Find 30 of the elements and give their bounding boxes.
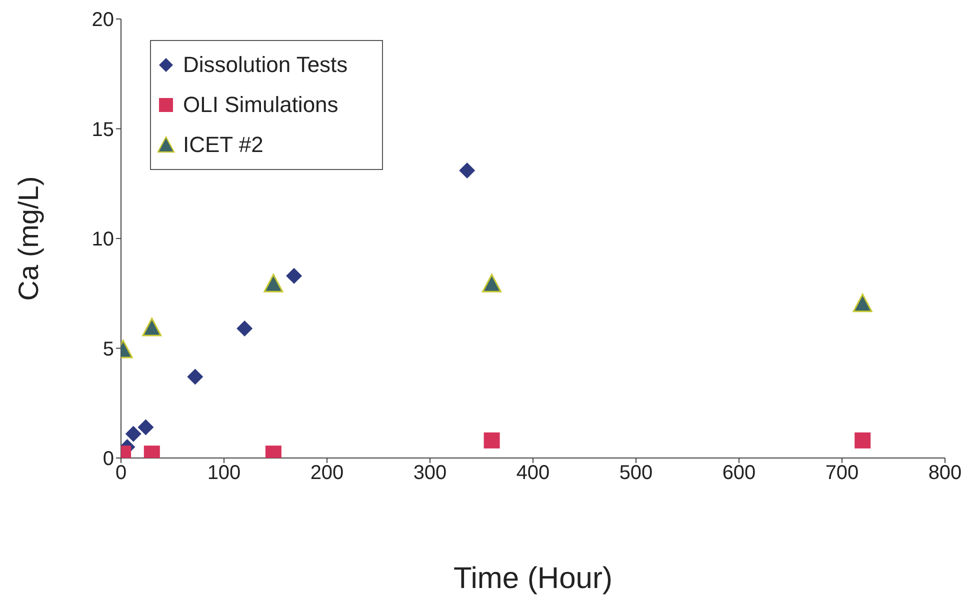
y-tick-label: 20 bbox=[92, 9, 114, 32]
legend-label: Dissolution Tests bbox=[183, 51, 348, 79]
point bbox=[125, 426, 142, 442]
point bbox=[138, 419, 154, 436]
point bbox=[484, 432, 500, 448]
y-tick-label: 5 bbox=[102, 338, 114, 360]
point bbox=[482, 274, 502, 292]
x-tick-label: 300 bbox=[413, 462, 447, 484]
point bbox=[142, 318, 162, 336]
point bbox=[852, 294, 872, 312]
point bbox=[286, 268, 302, 284]
point bbox=[187, 368, 204, 385]
x-tick-label: 500 bbox=[619, 462, 653, 484]
point bbox=[236, 320, 253, 336]
x-tick-label: 400 bbox=[516, 462, 550, 484]
point bbox=[264, 274, 284, 292]
x-tick-label: 800 bbox=[928, 462, 962, 484]
y-tick-label: 0 bbox=[102, 448, 114, 470]
y-tick-label: 10 bbox=[92, 228, 114, 251]
x-tick-label: 700 bbox=[825, 462, 859, 484]
point bbox=[459, 162, 476, 178]
legend-label: ICET #2 bbox=[183, 131, 264, 159]
x-tick-label: 600 bbox=[722, 462, 756, 484]
point bbox=[854, 432, 871, 448]
legend-label: OLI Simulations bbox=[183, 91, 338, 119]
x-axis-title: Time (Hour) bbox=[454, 562, 612, 595]
y-axis-title: Ca (mg/L) bbox=[12, 176, 44, 301]
y-tick-label: 15 bbox=[92, 118, 114, 141]
x-tick-label: 100 bbox=[207, 462, 241, 484]
x-tick-label: 200 bbox=[310, 462, 344, 484]
